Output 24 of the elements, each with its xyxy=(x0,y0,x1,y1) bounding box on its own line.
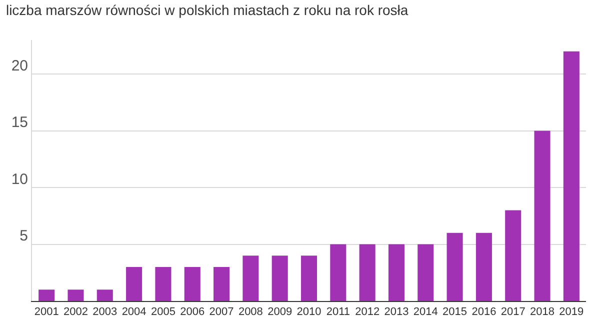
chart-title: liczba marszów równości w polskich miastach z roku na rok rosła xyxy=(6,2,408,18)
x-tick-label: 2011 xyxy=(326,306,350,318)
x-tick-label: 2005 xyxy=(150,306,176,318)
x-tick-label: 2015 xyxy=(442,306,468,318)
x-tick-label: 2017 xyxy=(500,306,526,318)
x-tick-label: 2012 xyxy=(355,306,380,318)
x-tick-label: 2001 xyxy=(34,306,59,318)
x-tick-label: 2004 xyxy=(122,306,146,318)
x-tick-label: 2008 xyxy=(238,306,263,318)
x-tick-label: 2006 xyxy=(180,306,205,318)
x-tick-label: 2002 xyxy=(64,306,88,318)
y-tick-label: 20 xyxy=(11,57,28,74)
x-tick-label: 2016 xyxy=(472,306,496,318)
x-tick-label: 2018 xyxy=(530,306,554,318)
x-tick-label: 2003 xyxy=(92,306,118,318)
x-tick-label: 2014 xyxy=(413,306,438,318)
y-tick-label: 10 xyxy=(11,170,28,188)
x-tick-label: 2013 xyxy=(384,306,409,318)
x-tick-label: 2019 xyxy=(559,306,584,318)
y-tick-label: 15 xyxy=(11,114,28,132)
x-tick-label: 2010 xyxy=(296,306,322,318)
x-tick-label: 2007 xyxy=(209,306,234,318)
x-tick-label: 2009 xyxy=(268,306,292,318)
y-tick-label: 5 xyxy=(20,228,28,245)
